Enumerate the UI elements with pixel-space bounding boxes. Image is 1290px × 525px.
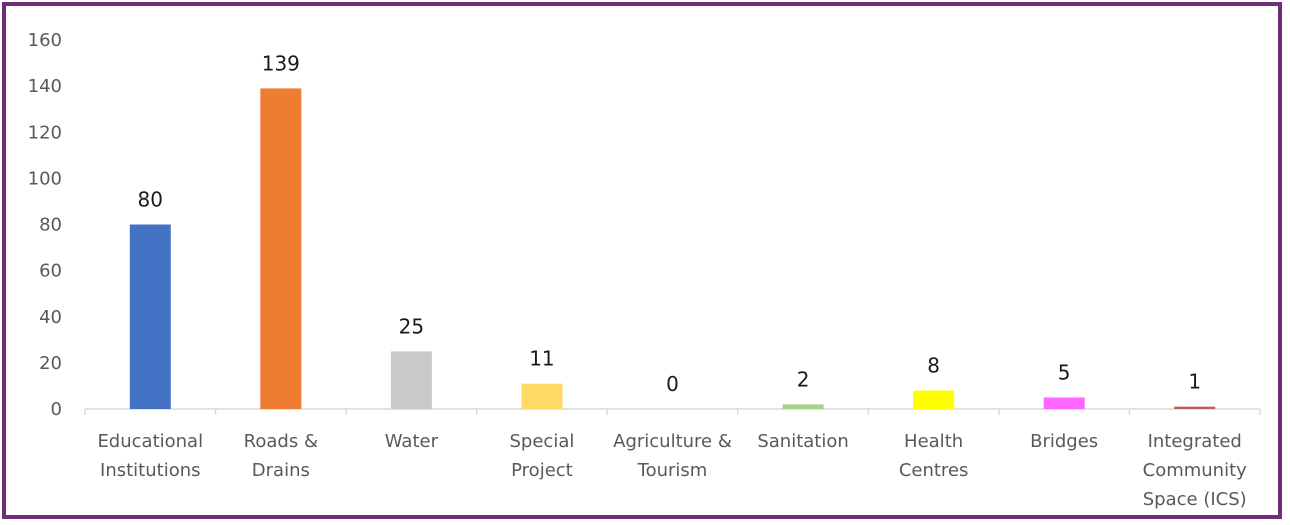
- category-label: Sanitation: [757, 431, 848, 452]
- x-axis-category-labels: Educational Institutions Roads & Drains Wate…: [97, 431, 1247, 510]
- y-tick-label: 160: [28, 30, 62, 51]
- bar: [129, 224, 171, 409]
- bar: [260, 88, 302, 410]
- bar: [521, 383, 563, 409]
- y-axis-tick-labels: 0 20 40 60 80 100 120 140 160: [28, 30, 62, 420]
- y-tick-label: 140: [28, 76, 62, 97]
- bar: [1174, 406, 1216, 409]
- bar: [1043, 397, 1085, 409]
- category-label: Tourism: [637, 460, 708, 481]
- data-label: 2: [797, 367, 810, 391]
- y-tick-label: 60: [39, 261, 62, 282]
- bar: [782, 404, 824, 409]
- bars: [129, 88, 1216, 410]
- category-label: Educational: [97, 431, 203, 452]
- category-label: Water: [385, 431, 439, 452]
- bar: [913, 390, 955, 409]
- data-label: 25: [399, 314, 424, 338]
- data-label: 1: [1188, 370, 1201, 394]
- category-label: Health: [904, 431, 963, 452]
- category-label: Space (ICS): [1143, 489, 1247, 510]
- data-label: 139: [262, 51, 300, 75]
- y-tick-label: 40: [39, 307, 62, 328]
- category-label: Roads &: [244, 431, 318, 452]
- category-label: Bridges: [1030, 431, 1098, 452]
- category-label: Institutions: [100, 460, 200, 481]
- category-label: Agriculture &: [613, 431, 732, 452]
- x-axis-ticks: [84, 409, 1261, 415]
- data-label: 11: [529, 347, 554, 371]
- category-label: Special: [510, 431, 575, 452]
- data-label: 8: [927, 354, 940, 378]
- category-label: Integrated: [1148, 431, 1242, 452]
- chart-frame: [2, 2, 1282, 519]
- category-label: Drains: [252, 460, 310, 481]
- y-tick-label: 0: [51, 399, 62, 420]
- data-label: 5: [1058, 360, 1071, 384]
- data-label: 80: [138, 188, 163, 212]
- y-tick-label: 100: [28, 168, 62, 189]
- bar: [390, 351, 432, 409]
- data-labels: 80 139 25 11 0 2 8 5 1: [138, 51, 1202, 396]
- category-label: Centres: [899, 460, 969, 481]
- y-tick-label: 120: [28, 122, 62, 143]
- category-label: Community: [1143, 460, 1248, 481]
- y-tick-label: 80: [39, 215, 62, 236]
- data-label: 0: [666, 372, 679, 396]
- category-label: Project: [511, 460, 573, 481]
- y-tick-label: 20: [39, 353, 62, 374]
